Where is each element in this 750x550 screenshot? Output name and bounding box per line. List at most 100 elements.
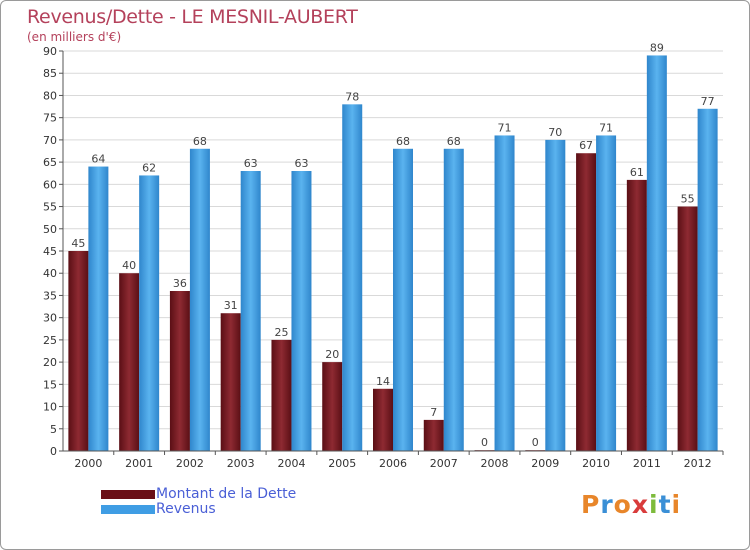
bar-dette	[322, 362, 343, 451]
x-tick-label: 2007	[430, 457, 458, 470]
y-tick-label: 85	[43, 67, 57, 80]
bar-dette	[169, 291, 190, 451]
logo-letter: x	[631, 490, 649, 519]
y-tick-label: 35	[43, 289, 57, 302]
bar-value-label: 77	[701, 95, 715, 108]
chart-title: Revenus/Dette - LE MESNIL-AUBERT	[27, 6, 358, 28]
bar-dette	[373, 388, 393, 451]
x-tick-label: 2012	[684, 457, 712, 470]
x-tick-label: 2004	[277, 457, 305, 470]
bar-revenus	[545, 139, 566, 451]
axes	[59, 50, 724, 455]
bar-dette	[271, 339, 292, 451]
bar-value-label: 7	[430, 406, 437, 419]
bar-revenus	[443, 148, 464, 451]
x-tick-label: 2011	[633, 457, 661, 470]
logo-letter: i	[649, 490, 659, 519]
legend-swatch-revenus	[101, 505, 155, 514]
y-tick-label: 5	[50, 423, 57, 436]
bar-value-label: 71	[498, 121, 512, 134]
y-tick-label: 45	[43, 245, 57, 258]
bar-value-label: 55	[681, 193, 695, 206]
y-tick-label: 55	[43, 201, 57, 214]
x-tick-label: 2001	[125, 457, 153, 470]
bar-value-label: 67	[579, 139, 593, 152]
x-tick-label: 2000	[74, 457, 102, 470]
y-tick-label: 70	[43, 134, 57, 147]
y-tick-label: 40	[43, 267, 57, 280]
x-tick-label: 2003	[227, 457, 255, 470]
bar-dette	[68, 251, 89, 451]
x-tick-label: 2009	[531, 457, 559, 470]
y-tick-label: 60	[43, 178, 57, 191]
x-tick-label: 2006	[379, 457, 407, 470]
proxiti-logo: Proxiti	[581, 490, 681, 519]
bar-value-label: 45	[71, 237, 85, 250]
bar-value-label: 20	[325, 348, 339, 361]
legend-swatch-debt	[101, 490, 155, 499]
bar-dette	[626, 179, 647, 451]
bar-dette	[423, 419, 444, 451]
bar-value-label: 78	[345, 90, 359, 103]
bars	[68, 55, 718, 452]
bar-value-label: 70	[548, 126, 562, 139]
y-tick-label: 90	[43, 45, 57, 58]
bar-value-label: 68	[193, 135, 207, 148]
y-tick-label: 30	[43, 312, 57, 325]
x-tick-label: 2008	[481, 457, 509, 470]
bar-value-label: 71	[599, 121, 613, 134]
bar-revenus	[139, 175, 160, 451]
logo-letter: t	[658, 490, 672, 519]
bar-value-label: 63	[244, 157, 258, 170]
legend-label-debt: Montant de la Dette	[156, 486, 297, 502]
bar-dette	[576, 153, 597, 451]
bar-revenus	[189, 148, 210, 451]
bar-revenus	[596, 135, 617, 451]
bar-revenus	[240, 171, 261, 451]
bar-revenus	[393, 148, 413, 451]
bar-value-label: 0	[481, 436, 488, 449]
bar-revenus	[646, 55, 667, 451]
bar-value-label: 68	[447, 135, 461, 148]
legend-item-debt: Montant de la Dette	[101, 486, 341, 503]
legend-label-revenus: Revenus	[156, 501, 216, 517]
y-tick-label: 10	[43, 401, 57, 414]
bar-dette	[220, 313, 241, 451]
x-tick-label: 2010	[582, 457, 610, 470]
logo-letter: i	[671, 490, 682, 519]
bar-value-label: 62	[142, 161, 156, 174]
bar-value-label: 68	[396, 135, 410, 148]
bar-value-label: 31	[224, 299, 238, 312]
logo-letter: o	[613, 490, 632, 519]
y-tick-label: 65	[43, 156, 57, 169]
bar-value-label: 0	[532, 436, 539, 449]
labels: 0510152025303540455055606570758085904564…	[43, 41, 715, 470]
chart-subtitle: (en milliers d'€)	[27, 30, 122, 44]
y-tick-label: 15	[43, 378, 57, 391]
y-tick-label: 25	[43, 334, 57, 347]
y-tick-label: 20	[43, 356, 57, 369]
bar-dette	[119, 273, 140, 451]
legend-item-revenus: Revenus	[101, 501, 341, 518]
logo-letter: r	[600, 490, 614, 519]
bar-revenus	[697, 108, 718, 452]
bar-revenus	[342, 104, 363, 451]
logo-letter: P	[581, 490, 601, 519]
y-tick-label: 0	[50, 445, 57, 458]
x-tick-label: 2005	[328, 457, 356, 470]
bar-revenus	[494, 135, 515, 451]
bar-value-label: 14	[376, 375, 390, 388]
bar-value-label: 63	[294, 157, 308, 170]
bar-value-label: 36	[173, 277, 187, 290]
y-tick-label: 75	[43, 112, 57, 125]
bar-dette	[677, 206, 698, 451]
bar-revenus	[88, 166, 109, 452]
bar-value-label: 89	[650, 41, 664, 54]
y-tick-label: 50	[43, 223, 57, 236]
bar-revenus	[291, 171, 312, 451]
bar-value-label: 61	[630, 166, 644, 179]
bar-value-label: 25	[274, 326, 288, 339]
x-tick-label: 2002	[176, 457, 204, 470]
